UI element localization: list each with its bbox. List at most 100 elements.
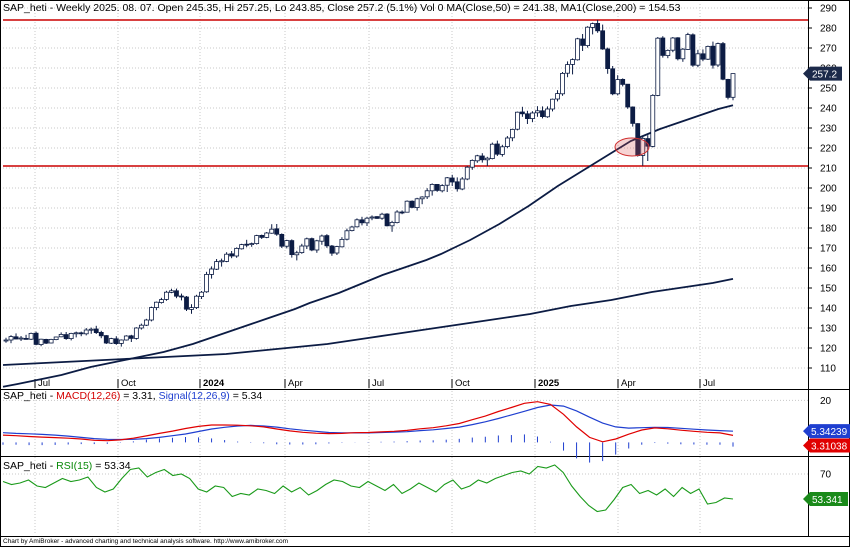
candle <box>174 288 179 299</box>
candle <box>424 188 430 199</box>
candle-body <box>464 166 470 180</box>
macd-panel-header: SAP_heti - MACD(12,26) = 3.31, Signal(12… <box>3 390 262 402</box>
candle <box>28 332 34 340</box>
candle-body <box>710 45 716 66</box>
candle-body <box>98 331 104 337</box>
highlight-ellipse <box>614 137 650 157</box>
signal-line <box>2 404 734 441</box>
candle <box>650 94 656 148</box>
candle-body <box>359 219 365 224</box>
candle-body <box>655 37 661 96</box>
candle-body <box>515 111 520 130</box>
candle <box>138 323 144 330</box>
candle-body <box>645 138 651 147</box>
candle <box>515 111 520 131</box>
candle-body <box>234 247 240 257</box>
candle <box>359 216 365 226</box>
candle-body <box>344 230 350 240</box>
candle-body <box>164 291 169 300</box>
candle <box>73 331 79 338</box>
candle <box>43 338 49 344</box>
candle <box>630 106 636 127</box>
candle-body <box>334 246 340 254</box>
candle-body <box>264 232 270 238</box>
candle-body <box>319 235 325 242</box>
candle <box>520 106 525 117</box>
candle <box>289 239 295 258</box>
candle-body <box>259 234 265 238</box>
candle-body <box>229 253 235 257</box>
x-tick-label: Apr <box>621 378 636 389</box>
candle <box>384 213 390 227</box>
macd-prefix: SAP_heti - <box>3 390 57 402</box>
candle-body <box>289 240 295 256</box>
x-tick-label: 2025 <box>538 378 560 389</box>
candle-body <box>585 26 590 47</box>
candle-body <box>469 159 475 168</box>
candle-body <box>33 332 39 345</box>
candle <box>369 215 375 221</box>
candle-body <box>184 296 189 310</box>
y-tick-label: 180 <box>820 224 837 235</box>
candle <box>399 210 405 215</box>
candle <box>685 32 691 50</box>
candle <box>68 332 74 341</box>
candle-body <box>224 253 230 262</box>
y-tick-label: 150 <box>820 284 837 295</box>
candle-body <box>725 79 731 98</box>
candle <box>244 239 250 248</box>
candle <box>3 337 9 343</box>
y-tick-label: 250 <box>820 84 837 95</box>
candle-body <box>389 221 395 227</box>
macd-badge-value: 3.31038 <box>811 441 848 452</box>
x-tick-label: Jul <box>703 378 715 389</box>
candle <box>680 48 686 62</box>
candle-body <box>690 34 696 66</box>
candle <box>670 37 676 53</box>
candle-body <box>269 228 275 234</box>
candle-body <box>454 181 460 190</box>
candle <box>229 251 235 259</box>
candle-body <box>509 128 515 139</box>
candle <box>184 296 189 311</box>
candle-body <box>43 338 49 344</box>
candle <box>700 49 706 62</box>
candle-body <box>489 143 495 159</box>
candle-body <box>570 59 575 65</box>
candle-body <box>605 48 611 70</box>
candle-body <box>324 235 330 247</box>
y-tick-label: 120 <box>820 344 837 355</box>
candle <box>449 174 455 186</box>
candle <box>479 153 485 163</box>
candle <box>309 237 315 252</box>
candle-body <box>479 155 485 161</box>
candle-body <box>535 110 540 114</box>
candle-body <box>399 211 405 214</box>
candle <box>605 47 611 74</box>
candle-body <box>53 336 59 340</box>
candle <box>555 90 560 102</box>
candle <box>665 49 671 59</box>
candle-body <box>299 245 305 253</box>
candle <box>590 22 596 35</box>
candle-body <box>249 243 255 246</box>
y-tick-label: 160 <box>820 264 837 275</box>
y-tick-label: 20 <box>820 396 832 407</box>
candle <box>494 140 500 156</box>
signal-badge-value: 5.34239 <box>811 427 848 438</box>
y-tick-label: 230 <box>820 124 837 135</box>
candle-body <box>204 273 209 293</box>
candle <box>329 245 335 256</box>
candle <box>509 128 515 142</box>
candle-body <box>143 319 149 326</box>
rsi-badge-value: 53.341 <box>812 495 843 506</box>
candle <box>259 234 265 239</box>
candle-body <box>13 336 19 340</box>
candle <box>103 335 109 344</box>
y-tick-label: 130 <box>820 324 837 335</box>
candle-body <box>73 332 79 335</box>
signal-label: Signal(12,26,9) <box>158 390 230 402</box>
candle-body <box>194 295 199 309</box>
candle <box>364 216 370 226</box>
candle <box>429 183 435 196</box>
